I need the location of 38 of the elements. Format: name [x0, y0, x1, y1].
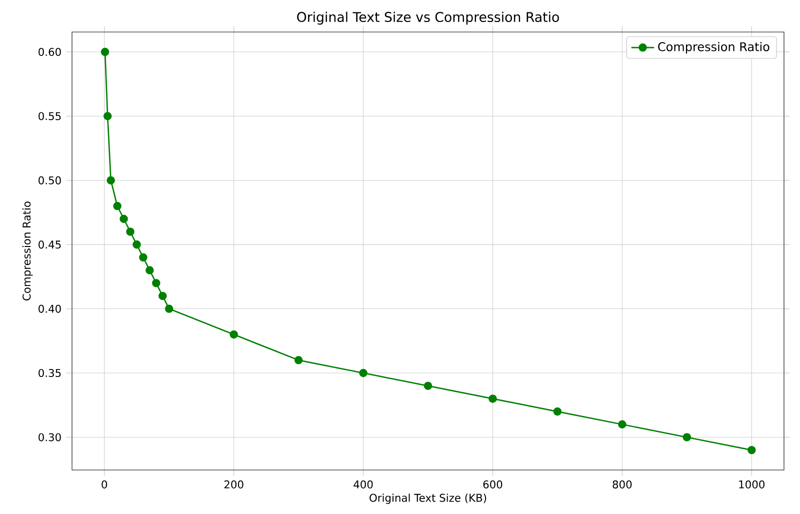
point — [164, 304, 174, 313]
y-tick-label: 0.60 — [38, 48, 61, 56]
point — [139, 253, 148, 262]
point — [359, 368, 368, 378]
point — [106, 176, 115, 184]
point — [424, 382, 432, 390]
point — [126, 228, 134, 236]
point — [132, 240, 141, 249]
point — [230, 330, 238, 339]
point — [553, 407, 562, 416]
chart-title: Original Text Size vs Compression Ratio — [297, 12, 559, 25]
point — [158, 292, 167, 300]
x-tick-label: 400 — [354, 480, 373, 488]
y-tick-label: 0.35 — [38, 368, 61, 378]
point — [152, 278, 160, 288]
x-tick-label: 800 — [612, 480, 632, 488]
point — [103, 112, 112, 120]
legend-label: Compression Ratio — [658, 42, 770, 54]
y-axis-title: Compression Ratio — [22, 202, 33, 300]
point — [488, 394, 497, 403]
point — [113, 202, 122, 210]
y-tick-label: 0.45 — [38, 240, 61, 249]
x-tick-label: 200 — [224, 480, 244, 488]
point — [146, 266, 154, 274]
x-tick-label: 600 — [483, 480, 502, 488]
y-tick-label: 0.55 — [38, 112, 61, 120]
point — [100, 48, 110, 56]
point — [682, 433, 692, 442]
x-tick-label: 0 — [102, 480, 108, 488]
point — [120, 214, 128, 224]
point — [748, 446, 756, 454]
y-tick-label: 0.50 — [38, 176, 61, 184]
y-tick-label: 0.30 — [38, 433, 61, 442]
x-axis-title: Original Text Size (KB) — [370, 494, 486, 504]
y-tick-label: 0.40 — [38, 304, 61, 313]
point — [618, 420, 626, 429]
point — [294, 356, 303, 364]
x-tick-label: 1000 — [739, 480, 764, 488]
